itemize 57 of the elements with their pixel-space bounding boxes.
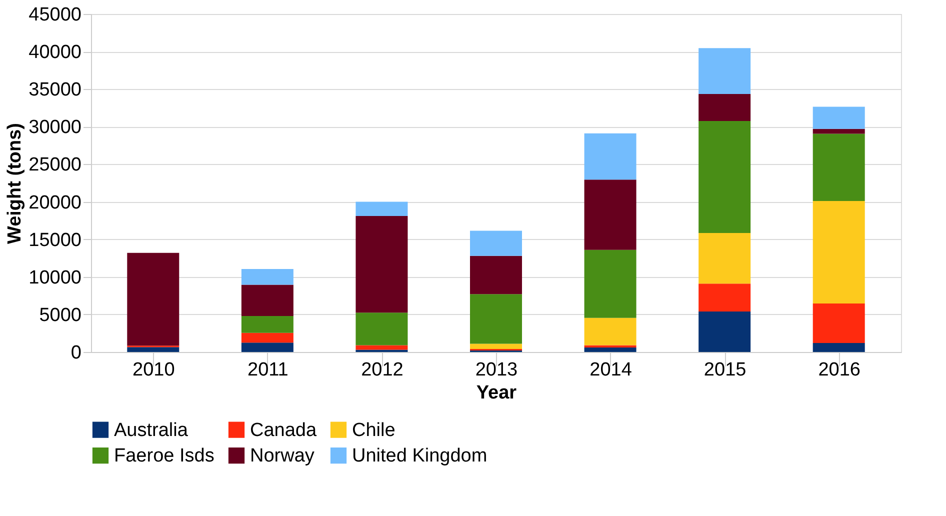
x-axis-title: Year <box>476 382 518 404</box>
bar <box>356 312 408 346</box>
x-tick-label: 2014 <box>590 360 632 380</box>
y-tick-label: 5000 <box>39 304 82 326</box>
bar <box>470 294 522 344</box>
y-tick-label: 35000 <box>28 80 82 101</box>
legend-label: Australia <box>114 420 188 441</box>
x-tick-label: 2015 <box>704 360 746 380</box>
bar <box>470 256 522 294</box>
bar <box>812 134 865 202</box>
bar <box>470 344 522 349</box>
bar <box>584 133 636 180</box>
bar <box>127 347 180 352</box>
x-tick-label: 2011 <box>248 360 288 380</box>
y-tick-label: 0 <box>70 342 82 364</box>
bar <box>470 230 522 256</box>
bar <box>584 347 636 352</box>
legend-label: Canada <box>250 420 317 441</box>
bar <box>241 316 294 333</box>
bar <box>812 106 865 129</box>
bar <box>698 94 751 122</box>
y-tick-label: 40000 <box>28 42 82 64</box>
bar <box>812 128 865 134</box>
legend-label: Norway <box>250 446 315 466</box>
bar <box>698 311 751 352</box>
bar <box>584 250 636 318</box>
bar <box>698 232 751 284</box>
legend-label: United Kingdom <box>352 446 488 466</box>
bar <box>698 48 751 94</box>
legend-label: Faeroe Isds <box>114 446 214 466</box>
bar <box>241 269 294 285</box>
y-tick-label: 45000 <box>28 4 82 26</box>
bar <box>584 318 636 346</box>
bar <box>812 304 865 343</box>
bar <box>698 121 751 233</box>
y-axis-title: Weight (tons) <box>4 122 26 244</box>
bar <box>241 332 294 343</box>
bar <box>356 216 408 313</box>
x-tick-label: 2013 <box>475 360 518 380</box>
bar <box>698 284 751 312</box>
bar <box>356 345 408 350</box>
y-tick-label: 25000 <box>28 154 82 176</box>
x-tick-label: 2010 <box>132 360 175 380</box>
bar <box>812 201 865 304</box>
legend-label: Chile <box>352 420 396 441</box>
bar <box>241 342 294 352</box>
bar <box>584 180 636 250</box>
bar <box>356 202 408 216</box>
y-tick-label: 30000 <box>28 117 82 138</box>
y-tick-label: 20000 <box>28 192 82 214</box>
y-tick-label: 10000 <box>28 267 82 288</box>
bar <box>812 342 865 352</box>
x-tick-label: 2012 <box>361 360 404 380</box>
y-tick-label: 15000 <box>28 230 82 251</box>
bar <box>241 284 294 316</box>
x-tick-label: 2016 <box>818 360 860 380</box>
bar <box>127 252 180 346</box>
